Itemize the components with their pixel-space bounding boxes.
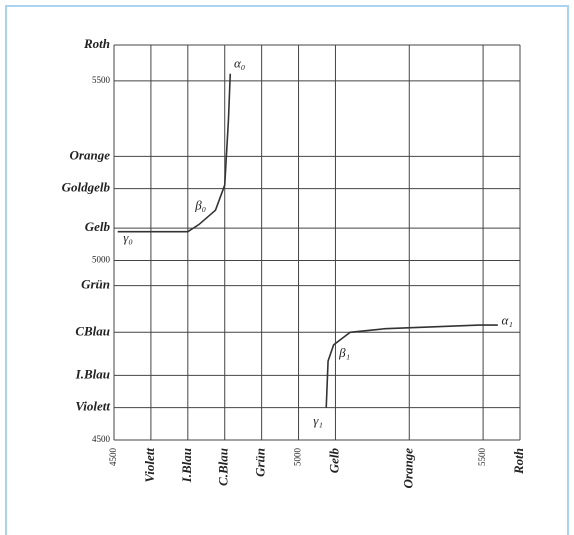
x-tick-label: 5000 xyxy=(293,448,303,467)
annotation: β₀ xyxy=(194,198,206,213)
y-tick-label: Roth xyxy=(83,36,110,51)
y-tick-label: 5000 xyxy=(92,255,111,265)
x-tick-label: 4500 xyxy=(108,448,118,467)
y-tick-label: CBlau xyxy=(75,323,110,338)
annotation: γ₀ xyxy=(123,230,133,245)
x-tick-label: Violett xyxy=(142,448,157,483)
y-tick-label: Orange xyxy=(70,147,111,162)
annotation: α₁ xyxy=(502,312,513,327)
x-tick-label: Gelb xyxy=(326,448,341,474)
x-tick-label: Roth xyxy=(511,448,526,475)
y-tick-label: I.Blau xyxy=(75,366,110,381)
annotation: γ₁ xyxy=(313,413,323,428)
x-tick-label: 5500 xyxy=(477,448,487,467)
x-tick-label: C.Blau xyxy=(216,448,231,486)
y-tick-label: 4500 xyxy=(92,434,111,444)
annotation: α₀ xyxy=(234,56,245,71)
annotation: β₁ xyxy=(338,345,350,360)
y-tick-label: Violett xyxy=(75,399,110,414)
frame xyxy=(5,5,569,535)
x-tick-label: Orange xyxy=(400,448,415,489)
y-tick-label: 5500 xyxy=(92,75,111,85)
x-tick-label: I.Blau xyxy=(179,448,194,483)
y-tick-label: Gelb xyxy=(85,219,111,234)
y-tick-label: Grün xyxy=(81,277,110,292)
curve xyxy=(325,324,498,408)
curve xyxy=(117,73,232,233)
x-tick-label: Grün xyxy=(253,448,268,477)
y-tick-label: Goldgelb xyxy=(62,180,111,195)
